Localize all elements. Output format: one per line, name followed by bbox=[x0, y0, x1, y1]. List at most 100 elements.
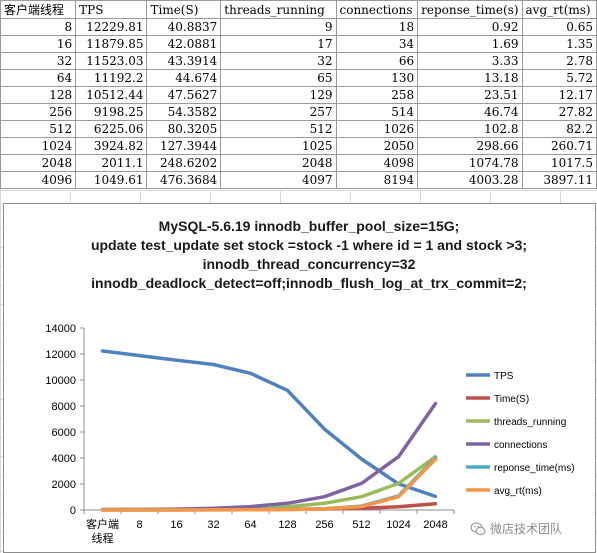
table-cell[interactable]: 82.2 bbox=[521, 120, 597, 138]
table-cell[interactable]: 66 bbox=[335, 52, 419, 70]
table-cell[interactable]: 32 bbox=[220, 52, 337, 70]
table-row: 1024 3924.82 127.3944 1025 2050 298.66 260.71 bbox=[0, 137, 597, 155]
legend-label: reponse_time(ms) bbox=[494, 463, 575, 474]
table-cell[interactable]: 256 bbox=[0, 103, 77, 121]
table-row: 64 11192.2 44.674 65 130 13.18 5.72 bbox=[0, 69, 597, 87]
table-cell[interactable]: 27.82 bbox=[521, 103, 597, 121]
table-cell[interactable]: 514 bbox=[335, 103, 419, 121]
table-row: 32 11523.03 43.3914 32 66 3.33 2.78 bbox=[0, 52, 597, 70]
header-response-time[interactable]: reponse_time(s) bbox=[417, 0, 523, 19]
x-tick-label: 512 bbox=[352, 519, 370, 531]
table-cell[interactable]: 2048 bbox=[220, 154, 337, 172]
table-cell[interactable]: 8 bbox=[0, 18, 77, 36]
table-cell[interactable]: 1074.78 bbox=[417, 154, 523, 172]
header-time[interactable]: Time(S) bbox=[146, 0, 222, 19]
table-cell[interactable]: 1.35 bbox=[521, 35, 597, 53]
y-tick-label: 12000 bbox=[45, 349, 76, 361]
chart-title: MySQL-5.6.19 innodb_buffer_pool_size=15G… bbox=[91, 218, 527, 291]
table-cell[interactable]: 1049.61 bbox=[75, 171, 148, 189]
table-cell[interactable]: 257 bbox=[220, 103, 337, 121]
header-avg-rt[interactable]: avg_rt(ms) bbox=[521, 0, 597, 19]
y-tick-label: 2000 bbox=[52, 479, 76, 491]
chart-legend: TPS Time(S) threads_running connections repo… bbox=[466, 371, 575, 497]
table-cell[interactable]: 47.5627 bbox=[146, 86, 222, 104]
table-cell[interactable]: 54.3582 bbox=[146, 103, 222, 121]
chart-container[interactable]: MySQL-5.6.19 innodb_buffer_pool_size=15G… bbox=[3, 203, 596, 553]
table-cell[interactable]: 6225.06 bbox=[75, 120, 148, 138]
table-cell[interactable]: 3.33 bbox=[417, 52, 523, 70]
table-row: 128 10512.44 47.5627 129 258 23.51 12.17 bbox=[0, 86, 597, 104]
table-cell[interactable]: 298.66 bbox=[417, 137, 523, 155]
table-cell[interactable]: 2050 bbox=[335, 137, 419, 155]
table-cell[interactable]: 0.65 bbox=[521, 18, 597, 36]
legend-label: connections bbox=[494, 440, 547, 451]
table-cell[interactable]: 65 bbox=[220, 69, 337, 87]
table-cell[interactable]: 3924.82 bbox=[75, 137, 148, 155]
header-tps[interactable]: TPS bbox=[75, 0, 148, 19]
table-cell[interactable]: 11523.03 bbox=[75, 52, 148, 70]
table-cell[interactable]: 0.92 bbox=[417, 18, 523, 36]
table-cell[interactable]: 4097 bbox=[220, 171, 337, 189]
table-cell[interactable]: 512 bbox=[0, 120, 77, 138]
table-cell[interactable]: 10512.44 bbox=[75, 86, 148, 104]
header-client-threads[interactable]: 客户端线程 bbox=[0, 0, 77, 19]
watermark: 微店技术团队 bbox=[470, 520, 562, 537]
table-cell[interactable]: 12.17 bbox=[521, 86, 597, 104]
table-cell[interactable]: 43.3914 bbox=[146, 52, 222, 70]
table-cell[interactable]: 42.0881 bbox=[146, 35, 222, 53]
table-cell[interactable]: 1017.5 bbox=[521, 154, 597, 172]
table-cell[interactable]: 23.51 bbox=[417, 86, 523, 104]
table-cell[interactable]: 102.8 bbox=[417, 120, 523, 138]
table-cell[interactable]: 13.18 bbox=[417, 69, 523, 87]
y-tick-label: 4000 bbox=[52, 453, 76, 465]
table-cell[interactable]: 2.78 bbox=[521, 52, 597, 70]
table-cell[interactable]: 64 bbox=[0, 69, 77, 87]
table-cell[interactable]: 512 bbox=[220, 120, 337, 138]
table-cell[interactable]: 9 bbox=[220, 18, 337, 36]
table-cell[interactable]: 11879.85 bbox=[75, 35, 148, 53]
table-row: 4096 1049.61 476.3684 4097 8194 4003.28 3897.1… bbox=[0, 171, 597, 189]
table-cell[interactable]: 5.72 bbox=[521, 69, 597, 87]
table-cell[interactable]: 129 bbox=[220, 86, 337, 104]
table-cell[interactable]: 34 bbox=[335, 35, 419, 53]
table-cell[interactable]: 80.3205 bbox=[146, 120, 222, 138]
table-cell[interactable]: 476.3684 bbox=[146, 171, 222, 189]
y-tick-label: 10000 bbox=[45, 375, 76, 387]
table-cell[interactable]: 127.3944 bbox=[146, 137, 222, 155]
table-cell[interactable]: 4098 bbox=[335, 154, 419, 172]
table-cell[interactable]: 248.6202 bbox=[146, 154, 222, 172]
table-cell[interactable]: 130 bbox=[335, 69, 419, 87]
legend-label: Time(S) bbox=[494, 394, 529, 405]
table-cell[interactable]: 1.69 bbox=[417, 35, 523, 53]
table-cell[interactable]: 18 bbox=[335, 18, 419, 36]
table-cell[interactable]: 11192.2 bbox=[75, 69, 148, 87]
table-cell[interactable]: 1025 bbox=[220, 137, 337, 155]
y-tick-label: 6000 bbox=[52, 427, 76, 439]
table-cell[interactable]: 9198.25 bbox=[75, 103, 148, 121]
table-cell[interactable]: 4096 bbox=[0, 171, 77, 189]
legend-label: avg_rt(ms) bbox=[494, 486, 542, 497]
table-cell[interactable]: 3897.11 bbox=[521, 171, 597, 189]
table-cell[interactable]: 258 bbox=[335, 86, 419, 104]
table-cell[interactable]: 46.74 bbox=[417, 103, 523, 121]
table-row: 16 11879.85 42.0881 17 34 1.69 1.35 bbox=[0, 35, 597, 53]
table-cell[interactable]: 2011.1 bbox=[75, 154, 148, 172]
table-cell[interactable]: 128 bbox=[0, 86, 77, 104]
x-tick-label: 线程 bbox=[92, 531, 114, 545]
table-cell[interactable]: 12229.81 bbox=[75, 18, 148, 36]
table-cell[interactable]: 32 bbox=[0, 52, 77, 70]
table-cell[interactable]: 1026 bbox=[335, 120, 419, 138]
table-cell[interactable]: 2048 bbox=[0, 154, 77, 172]
y-tick-label: 8000 bbox=[52, 401, 76, 413]
table-cell[interactable]: 17 bbox=[220, 35, 337, 53]
table-header-row: 客户端线程 TPS Time(S) threads_running connec… bbox=[0, 0, 597, 19]
table-cell[interactable]: 40.8837 bbox=[146, 18, 222, 36]
table-cell[interactable]: 8194 bbox=[335, 171, 419, 189]
table-cell[interactable]: 260.71 bbox=[521, 137, 597, 155]
table-cell[interactable]: 16 bbox=[0, 35, 77, 53]
table-cell[interactable]: 44.674 bbox=[146, 69, 222, 87]
header-connections[interactable]: connections bbox=[335, 0, 419, 19]
header-threads-running[interactable]: threads_running bbox=[220, 0, 337, 19]
table-cell[interactable]: 1024 bbox=[0, 137, 77, 155]
table-cell[interactable]: 4003.28 bbox=[417, 171, 523, 189]
